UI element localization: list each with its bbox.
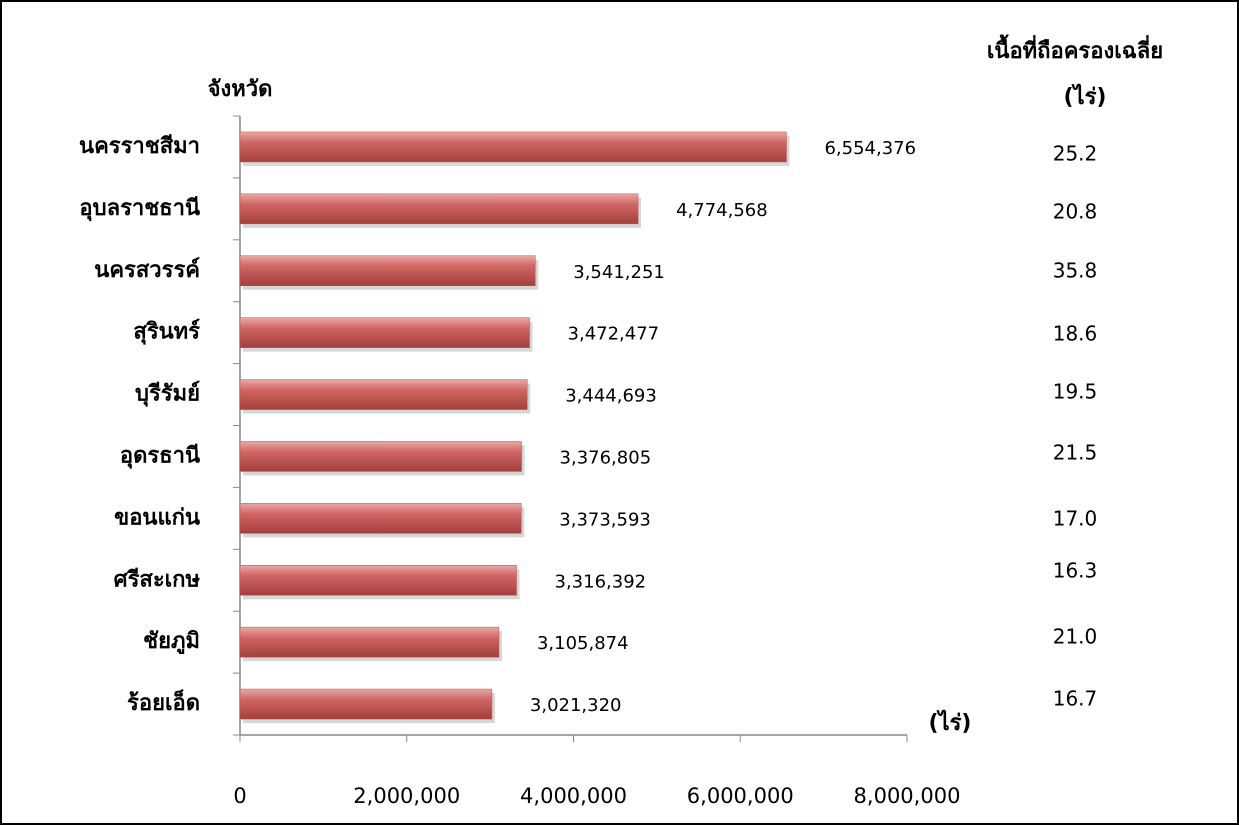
side-value: 18.6 <box>1053 322 1098 346</box>
side-value: 19.5 <box>1053 380 1098 404</box>
side-value: 21.5 <box>1053 441 1098 465</box>
x-tick-label: 8,000,000 <box>854 784 961 808</box>
bar <box>239 688 493 720</box>
x-tick-label: 2,000,000 <box>353 784 460 808</box>
data-label: 3,373,593 <box>559 509 651 530</box>
side-value: 25.2 <box>1053 142 1098 166</box>
y-tick-label: ขอนแก่น <box>114 505 200 530</box>
data-label: 3,105,874 <box>537 633 629 654</box>
y-tick-label: ร้อยเอ็ด <box>127 688 200 716</box>
bar <box>239 503 522 534</box>
y-tick-label: ศรีสะเกษ <box>114 567 201 592</box>
y-tick-label: ชัยภูมิ <box>143 629 200 655</box>
side-value: 16.3 <box>1053 559 1098 583</box>
side-value: 21.0 <box>1053 625 1098 649</box>
y-tick-label: อุดรธานี <box>120 443 200 469</box>
y-tick-label: นครราชสีมา <box>79 134 200 159</box>
bar <box>239 565 517 596</box>
data-label: 3,021,320 <box>530 695 622 716</box>
data-label: 3,444,693 <box>565 386 657 407</box>
data-label: 3,376,805 <box>560 447 652 468</box>
side-unit: (ไร่) <box>1064 83 1107 110</box>
y-tick-label: บุรีรัมย์ <box>135 381 200 408</box>
side-value: 17.0 <box>1053 507 1098 531</box>
data-label: 3,472,477 <box>568 324 660 345</box>
y-axis-title: จังหวัด <box>208 77 273 102</box>
side-title: เนื้อที่ถือครองเฉลี่ย <box>987 34 1163 64</box>
side-value: 20.8 <box>1053 200 1098 224</box>
x-tick-label: 6,000,000 <box>687 784 794 808</box>
data-label: 3,316,392 <box>555 571 647 592</box>
bar <box>239 131 787 163</box>
bar <box>239 441 522 472</box>
x-tick-label: 4,000,000 <box>520 784 627 808</box>
y-tick-label: สุรินทร์ <box>133 319 200 346</box>
y-tick-label: นครสวรรค์ <box>94 257 200 283</box>
bar <box>239 255 536 286</box>
bar <box>239 317 530 348</box>
x-unit: (ไร่) <box>929 709 972 736</box>
side-value: 16.7 <box>1053 687 1098 711</box>
y-tick-label: อุบลราชธานี <box>79 196 200 222</box>
data-label: 6,554,376 <box>824 138 916 159</box>
bar <box>239 626 500 658</box>
bar <box>239 379 528 410</box>
bar <box>239 193 639 225</box>
side-value: 35.8 <box>1053 259 1098 283</box>
data-label: 3,541,251 <box>573 262 665 283</box>
data-label: 4,774,568 <box>676 200 768 221</box>
x-tick-label: 0 <box>233 784 246 808</box>
